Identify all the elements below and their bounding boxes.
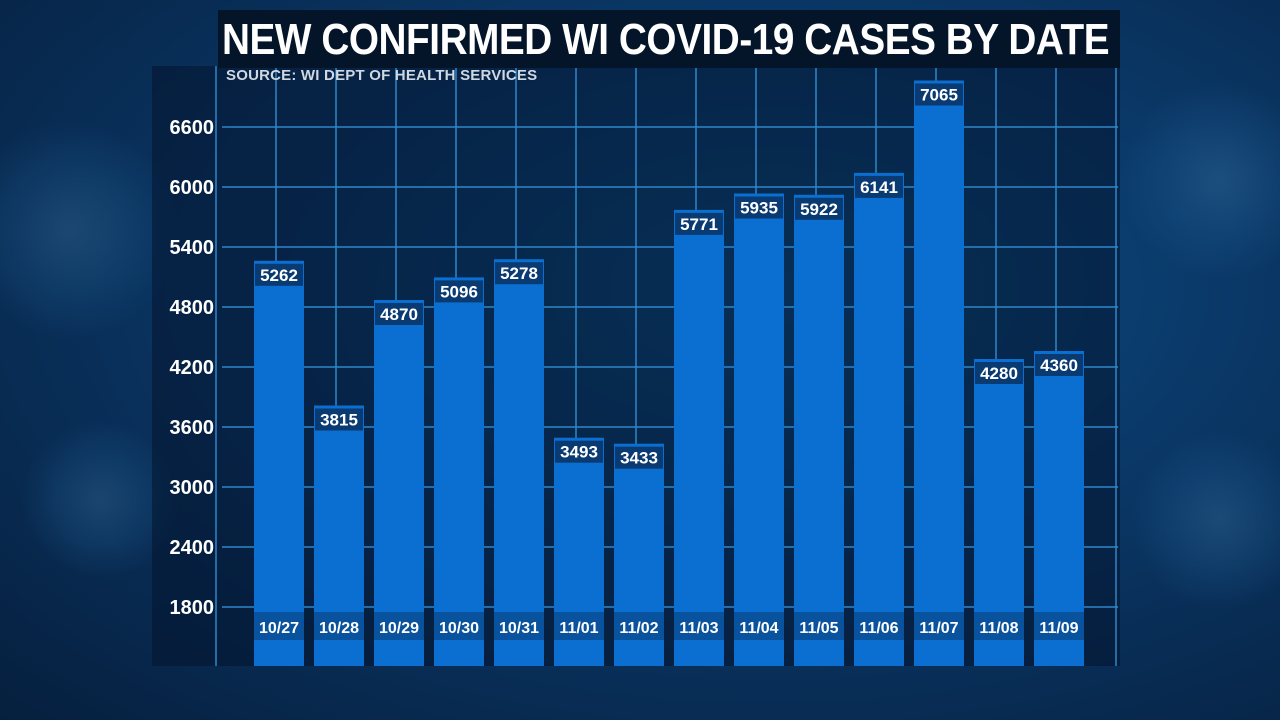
x-axis-labels: 10/27 10/28 10/29 10/30 10/31 11/01 11/02 11/03… bbox=[254, 612, 1084, 640]
bar bbox=[914, 80, 964, 666]
bar-value-label-background bbox=[1035, 354, 1083, 376]
bar-value-label: 4280 bbox=[980, 364, 1018, 383]
category-label-background bbox=[614, 612, 664, 640]
bar bbox=[854, 172, 904, 666]
bar-value-label: 3433 bbox=[620, 449, 658, 468]
data-labels: 5262 3815 4870 5096 5278 3493 3433 5771 5935 5922… bbox=[255, 83, 1083, 469]
category-label-background bbox=[794, 612, 844, 640]
bar bbox=[374, 300, 424, 666]
category-label-background bbox=[974, 612, 1024, 640]
bar-value-label: 3815 bbox=[320, 411, 358, 430]
bar-value-label-background bbox=[975, 362, 1023, 384]
category-label: 11/06 bbox=[859, 620, 898, 637]
y-tick-label: 4800 bbox=[170, 297, 215, 319]
background-virus-decoration bbox=[1130, 430, 1280, 610]
bar-value-label: 4870 bbox=[380, 305, 418, 324]
category-label-background bbox=[554, 612, 604, 640]
y-axis-ticks: 1800 2400 3000 3600 4200 4800 5400 6000 6600 bbox=[170, 117, 215, 619]
category-label: 10/27 bbox=[259, 620, 299, 637]
bar-value-label-background bbox=[615, 446, 663, 469]
y-tick-label: 6000 bbox=[170, 177, 215, 199]
category-label-background bbox=[734, 612, 784, 640]
category-label: 11/04 bbox=[739, 620, 778, 637]
y-tick-label: 5400 bbox=[170, 237, 215, 259]
category-label-background bbox=[374, 612, 424, 640]
category-label-background bbox=[314, 612, 364, 640]
bar-value-label: 7065 bbox=[920, 86, 958, 105]
bar bbox=[794, 194, 844, 667]
bars bbox=[254, 80, 1084, 667]
category-label-background bbox=[854, 612, 904, 640]
y-tick-label: 1800 bbox=[170, 597, 215, 619]
category-label-background bbox=[434, 612, 484, 640]
bar-value-label-background bbox=[555, 440, 603, 463]
chart-title: NEW CONFIRMED WI COVID-19 CASES BY DATE bbox=[222, 15, 1110, 64]
bar-value-label-background bbox=[375, 303, 423, 325]
bar bbox=[674, 209, 724, 666]
bar-value-label-background bbox=[735, 196, 783, 219]
bar bbox=[434, 277, 484, 666]
category-label: 11/09 bbox=[1039, 620, 1078, 637]
category-label: 10/31 bbox=[499, 620, 539, 637]
chart-source: SOURCE: WI DEPT OF HEALTH SERVICES bbox=[226, 67, 538, 84]
bar bbox=[734, 193, 784, 666]
category-label: 11/02 bbox=[619, 620, 658, 637]
category-label-background bbox=[254, 612, 304, 640]
y-tick-label: 3000 bbox=[170, 477, 215, 499]
bar-value-label: 5262 bbox=[260, 266, 298, 285]
category-label-background bbox=[914, 612, 964, 640]
y-tick-label: 4200 bbox=[170, 357, 215, 379]
background-virus-decoration bbox=[0, 120, 180, 340]
title-bar bbox=[218, 10, 1120, 68]
bar bbox=[494, 259, 544, 666]
bar-value-label: 5935 bbox=[740, 199, 778, 218]
bar-value-label-background bbox=[915, 83, 963, 106]
category-label: 11/01 bbox=[559, 620, 598, 637]
category-label: 11/03 bbox=[679, 620, 718, 637]
bar-value-label: 4360 bbox=[1040, 356, 1078, 375]
category-label-background bbox=[674, 612, 724, 640]
category-label: 10/28 bbox=[319, 620, 359, 637]
category-label: 11/07 bbox=[919, 620, 958, 637]
bar-value-label-background bbox=[675, 212, 723, 235]
bar-value-label-background bbox=[495, 262, 543, 285]
category-label: 10/30 bbox=[439, 620, 479, 637]
bar-value-label: 5096 bbox=[440, 282, 478, 301]
bar bbox=[254, 260, 304, 666]
y-tick-label: 6600 bbox=[170, 117, 215, 139]
bar-value-label: 5922 bbox=[800, 200, 838, 219]
bar-value-label: 6141 bbox=[860, 178, 898, 197]
category-label-background bbox=[494, 612, 544, 640]
bar-value-label: 5771 bbox=[680, 215, 718, 234]
category-label: 11/08 bbox=[979, 620, 1018, 637]
category-label: 10/29 bbox=[379, 620, 419, 637]
bar-value-label-background bbox=[315, 408, 363, 431]
bar-value-label-background bbox=[255, 263, 303, 286]
y-tick-label: 2400 bbox=[170, 537, 215, 559]
bar-value-label-background bbox=[855, 175, 903, 198]
category-label: 11/05 bbox=[799, 620, 838, 637]
bar-value-label: 3493 bbox=[560, 443, 598, 462]
category-label-background bbox=[1034, 612, 1084, 640]
y-tick-label: 3600 bbox=[170, 417, 215, 439]
bar-value-label: 5278 bbox=[500, 264, 538, 283]
bar-value-label-background bbox=[435, 280, 483, 303]
background-virus-decoration bbox=[1120, 80, 1280, 280]
bar-value-label-background bbox=[795, 197, 843, 220]
